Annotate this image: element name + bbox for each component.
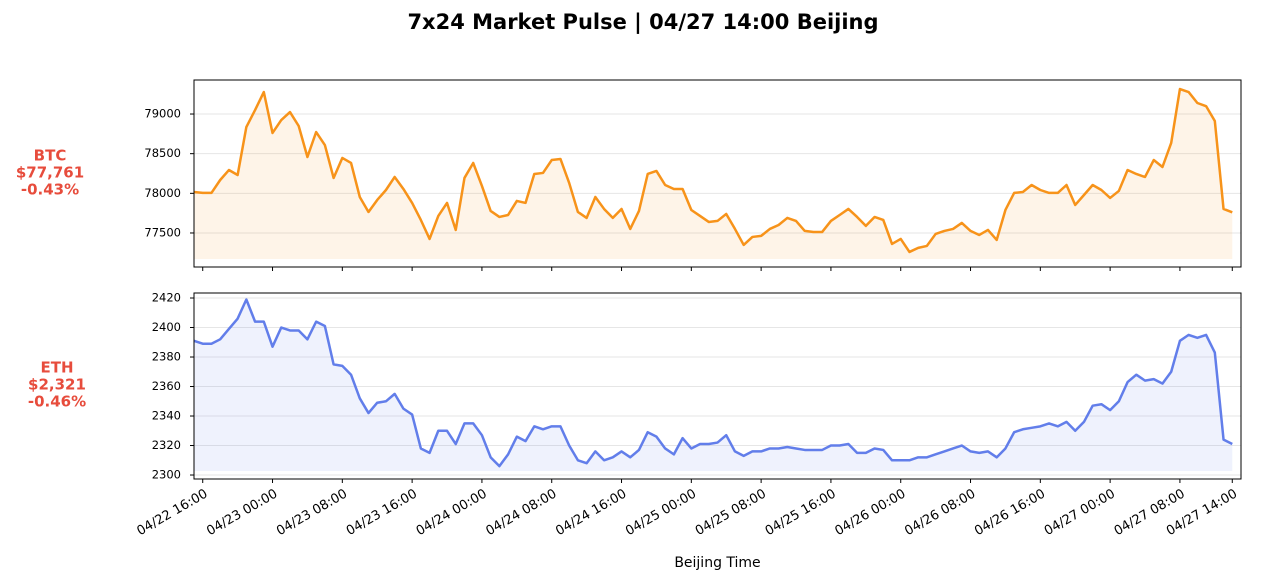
y-tick-label: 2340 [152,409,181,423]
x-tick-label: 04/23 16:00 [344,487,420,540]
x-tick-label: 04/24 16:00 [553,487,629,540]
area-fill [194,299,1233,471]
y-tick-label: 2320 [152,438,181,452]
y-tick-label: 79000 [144,107,181,121]
side-annotation: $2,321 [28,376,86,394]
y-tick-label: 2420 [152,291,181,305]
x-tick-label: 04/24 00:00 [414,487,490,540]
x-tick-label: 04/22 16:00 [135,487,211,540]
y-tick-label: 78000 [144,186,181,200]
side-annotation: -0.43% [21,181,79,199]
chart-title: 7x24 Market Pulse | 04/27 14:00 Beijing [407,10,878,35]
y-tick-label: 2300 [152,468,181,482]
side-annotation: -0.46% [28,393,86,411]
side-annotation: BTC [34,147,67,165]
x-tick-label: 04/25 16:00 [763,487,839,540]
axes-frame [193,79,1242,268]
x-tick-label: 04/27 00:00 [1042,487,1118,540]
x-tick-label: 04/25 08:00 [693,487,769,540]
price-line [193,298,1233,468]
y-tick-label: 77500 [144,225,181,239]
x-tick-label: 04/24 08:00 [484,487,560,540]
y-tick-label: 2400 [152,320,181,334]
price-line [193,87,1233,254]
axes-frame [193,292,1242,480]
x-tick-label: 04/26 08:00 [902,487,978,540]
x-tick-label: 04/23 08:00 [274,487,350,540]
side-annotation: $77,761 [16,164,84,182]
area-fill [194,89,1233,259]
y-tick-label: 2380 [152,350,181,364]
y-tick-label: 2360 [152,379,181,393]
side-annotation: ETH [40,359,73,377]
x-axis-label: Beijing Time [674,555,760,571]
x-tick-label: 04/25 00:00 [623,487,699,540]
x-tick-label: 04/26 00:00 [833,487,909,540]
y-tick-label: 78500 [144,146,181,160]
x-tick-label: 04/26 16:00 [972,487,1048,540]
x-tick-label: 04/23 00:00 [204,487,280,540]
